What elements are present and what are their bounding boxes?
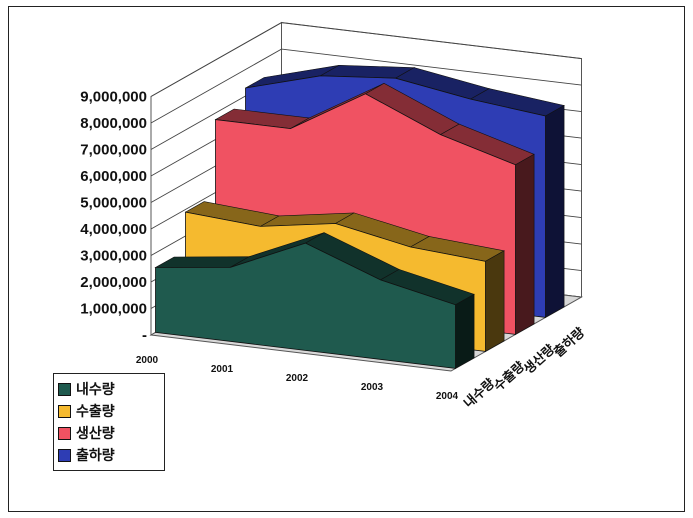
x-tick-label: 2000 bbox=[136, 355, 159, 366]
y-tick-label: 2,000,000 bbox=[80, 274, 147, 291]
y-axis-labels: - 1,000,000 2,000,000 3,000,000 4,000,000 5,0… bbox=[80, 89, 147, 345]
x-tick-label: 2001 bbox=[211, 364, 234, 375]
legend-label: 생산량 bbox=[76, 426, 115, 442]
legend-item: 수출량 bbox=[58, 400, 160, 422]
chart-frame: - 1,000,000 2,000,000 3,000,000 4,000,000 5,0… bbox=[8, 6, 685, 512]
legend-item: 출하량 bbox=[58, 444, 160, 466]
x-tick-label: 2002 bbox=[286, 373, 309, 384]
y-tick-label: - bbox=[142, 327, 147, 344]
legend-label: 수출량 bbox=[76, 404, 115, 420]
series-side-face bbox=[545, 104, 565, 318]
area-chart-3d: - 1,000,000 2,000,000 3,000,000 4,000,000 5,0… bbox=[80, 21, 588, 412]
gridline bbox=[150, 48, 582, 124]
y-tick-label: 6,000,000 bbox=[80, 168, 147, 185]
y-tick-label: 7,000,000 bbox=[80, 142, 147, 159]
series-front-face bbox=[155, 242, 456, 369]
y-tick-label: 3,000,000 bbox=[80, 248, 147, 265]
series-area bbox=[154, 232, 475, 369]
depth-tick-label: 내수량 bbox=[461, 376, 498, 412]
legend-swatch bbox=[58, 426, 71, 440]
legend-item: 생산량 bbox=[58, 422, 160, 444]
y-tick-label: 9,000,000 bbox=[80, 89, 147, 106]
legend-label: 내수량 bbox=[76, 382, 115, 398]
legend-item: 내수량 bbox=[58, 378, 160, 400]
x-tick-label: 2003 bbox=[361, 382, 384, 393]
series-side-face bbox=[485, 250, 505, 352]
legend-swatch bbox=[58, 382, 71, 396]
x-tick-label: 2004 bbox=[436, 391, 459, 402]
legend: 내수량 수출량 생산량 출하량 bbox=[53, 373, 165, 471]
y-tick-label: 1,000,000 bbox=[80, 301, 147, 318]
depth-tick-label: 수출량 bbox=[491, 359, 528, 395]
series-side-face bbox=[515, 153, 535, 335]
legend-swatch bbox=[58, 404, 71, 418]
gridline bbox=[150, 22, 582, 97]
series-side-face bbox=[455, 293, 475, 369]
depth-tick-label: 생산량 bbox=[521, 342, 558, 378]
x-axis-labels: 2000 2001 2002 2003 2004 bbox=[136, 355, 459, 402]
y-tick-label: 4,000,000 bbox=[80, 221, 147, 238]
legend-swatch bbox=[58, 448, 71, 462]
series-areas bbox=[154, 64, 565, 369]
y-tick-label: 5,000,000 bbox=[80, 195, 147, 212]
depth-tick-label: 출하량 bbox=[551, 325, 588, 361]
legend-label: 출하량 bbox=[76, 448, 115, 464]
y-tick-label: 8,000,000 bbox=[80, 115, 147, 132]
